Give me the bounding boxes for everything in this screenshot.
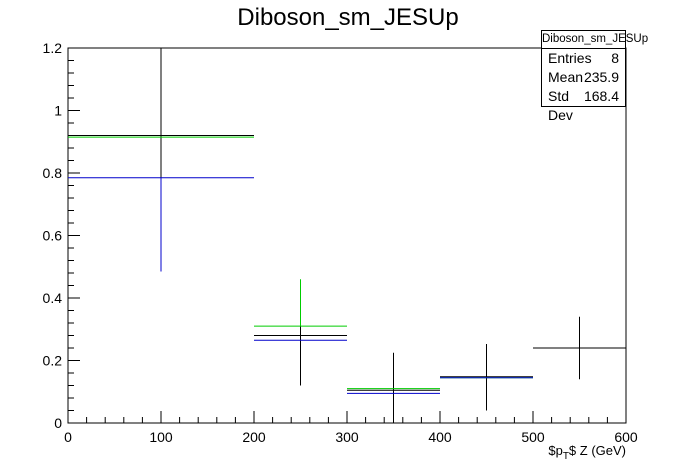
x-tick-label: 0 — [64, 429, 72, 445]
chart-title: Diboson_sm_JESUp — [237, 4, 459, 31]
axes: 0 0.2 0.4 0.6 0.8 1 1.2 0 100 200 300 400 500 600$pT$… — [43, 40, 638, 462]
y-tick-label: 0.4 — [43, 290, 63, 306]
stats-value: 235.9 — [583, 69, 619, 85]
x-tick-label: 600 — [614, 429, 638, 445]
x-tick-label: 100 — [149, 429, 173, 445]
y-tick-label: 0.8 — [43, 165, 63, 181]
stats-value: 8 — [611, 50, 619, 66]
stats-box-title: Diboson_sm_JESUp — [542, 31, 648, 49]
x-tick-label: 500 — [521, 429, 545, 445]
y-tick-label: 0.6 — [43, 228, 63, 244]
stats-label: Mean — [548, 69, 584, 85]
y-tick-label: 1 — [54, 103, 62, 119]
x-tick-label: 200 — [242, 429, 266, 445]
stats-row-mean: Mean 235.9 — [542, 68, 625, 87]
stats-label: Std Dev — [548, 88, 573, 123]
x-axis-label: $pT$ Z (GeV) — [548, 443, 626, 462]
stats-label: Entries — [548, 50, 592, 66]
y-tick-label: 0.2 — [43, 353, 63, 369]
y-tick-label: 1.2 — [43, 40, 63, 56]
stats-row-stddev: Std Dev 168.4 — [542, 87, 625, 123]
x-tick-label: 300 — [335, 429, 359, 445]
y-tick-label: 0 — [54, 415, 62, 431]
histogram-marks — [68, 48, 626, 423]
stats-row-entries: Entries 8 — [542, 49, 625, 68]
stats-value: 168.4 — [583, 88, 619, 104]
x-tick-label: 400 — [428, 429, 452, 445]
stats-box: Diboson_sm_JESUp Entries 8 Mean 235.9 St… — [541, 30, 648, 123]
